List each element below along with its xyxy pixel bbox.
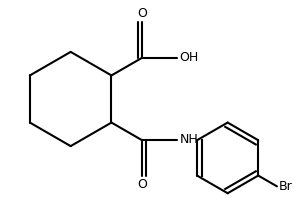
Text: O: O: [137, 178, 147, 190]
Text: O: O: [137, 8, 147, 20]
Text: Br: Br: [279, 180, 293, 193]
Text: NH: NH: [179, 133, 198, 146]
Text: OH: OH: [179, 51, 199, 64]
